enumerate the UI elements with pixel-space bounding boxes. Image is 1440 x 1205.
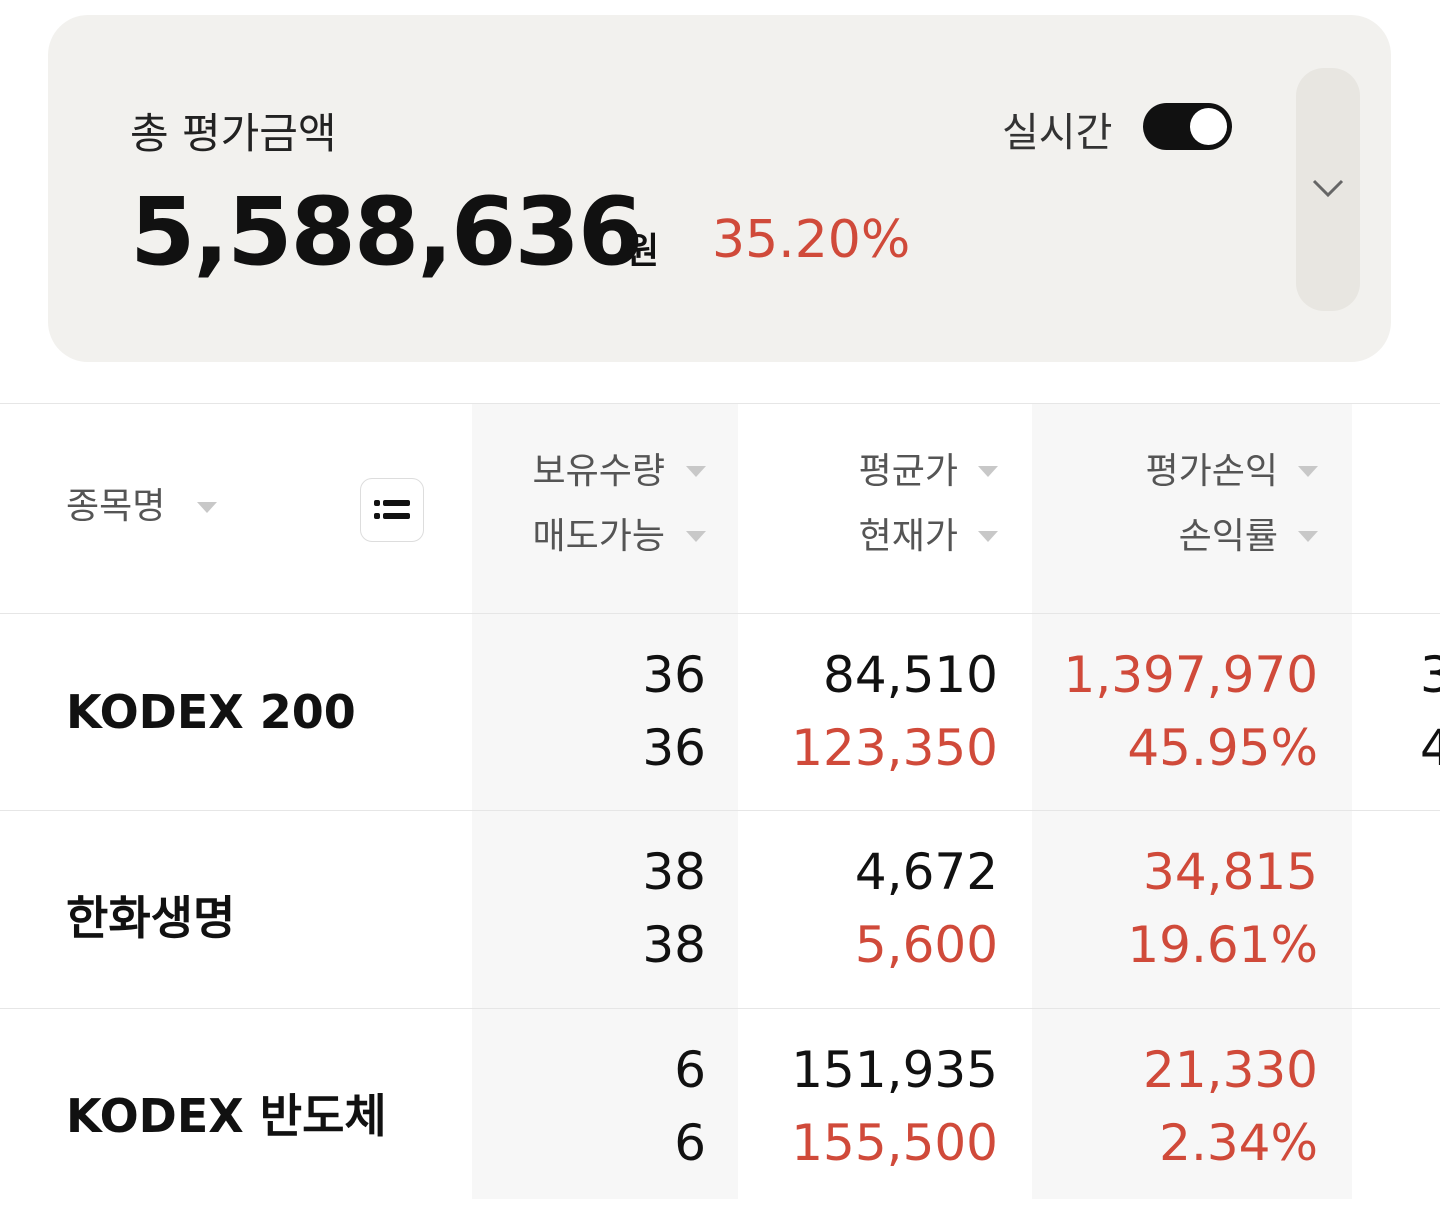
avg-price: 4,672	[854, 843, 998, 901]
profit: 1,397,970	[1063, 646, 1318, 704]
header-name[interactable]: 종목명	[66, 486, 166, 527]
quantity: 36	[642, 646, 706, 704]
current-price: 155,500	[791, 1114, 998, 1172]
profit: 34,815	[1143, 843, 1318, 901]
profit-rate: 19.61%	[1127, 916, 1318, 974]
divider	[0, 613, 1440, 614]
profit-rate: 2.34%	[1159, 1114, 1318, 1172]
list-view-button[interactable]	[360, 478, 424, 542]
profit: 21,330	[1143, 1041, 1318, 1099]
profit-rate: 45.95%	[1127, 719, 1318, 777]
summary-card	[48, 15, 1391, 362]
divider	[0, 1008, 1440, 1009]
avg-price: 84,510	[823, 646, 998, 704]
sellable: 6	[674, 1114, 706, 1172]
stock-name: 한화생명	[66, 891, 236, 945]
summary-title: 총 평가금액	[130, 109, 337, 158]
current-price: 123,350	[791, 719, 998, 777]
stock-name: KODEX 200	[66, 685, 356, 739]
header-avg-price[interactable]: 평균가	[858, 451, 958, 492]
clipped-value: 4	[1420, 719, 1440, 777]
currency-unit: 원	[626, 231, 660, 272]
clipped-value: 3	[1420, 646, 1440, 704]
realtime-label: 실시간	[1002, 110, 1113, 156]
sellable: 36	[642, 719, 706, 777]
divider	[0, 403, 1440, 404]
header-current-price[interactable]: 현재가	[858, 516, 958, 557]
expand-button[interactable]	[1296, 68, 1360, 311]
realtime-toggle[interactable]	[1143, 103, 1232, 150]
divider	[0, 810, 1440, 811]
sellable: 38	[642, 916, 706, 974]
header-profit[interactable]: 평가손익	[1145, 451, 1278, 492]
total-amount: 5,588,636	[130, 178, 643, 287]
stock-name: KODEX 반도체	[66, 1089, 387, 1143]
header-sellable[interactable]: 매도가능	[532, 516, 665, 557]
current-price: 5,600	[854, 916, 998, 974]
avg-price: 151,935	[791, 1041, 998, 1099]
header-profit-rate[interactable]: 손익률	[1178, 516, 1278, 557]
quantity: 38	[642, 843, 706, 901]
quantity: 6	[674, 1041, 706, 1099]
header-quantity[interactable]: 보유수량	[532, 451, 665, 492]
total-rate: 35.20%	[712, 210, 911, 270]
